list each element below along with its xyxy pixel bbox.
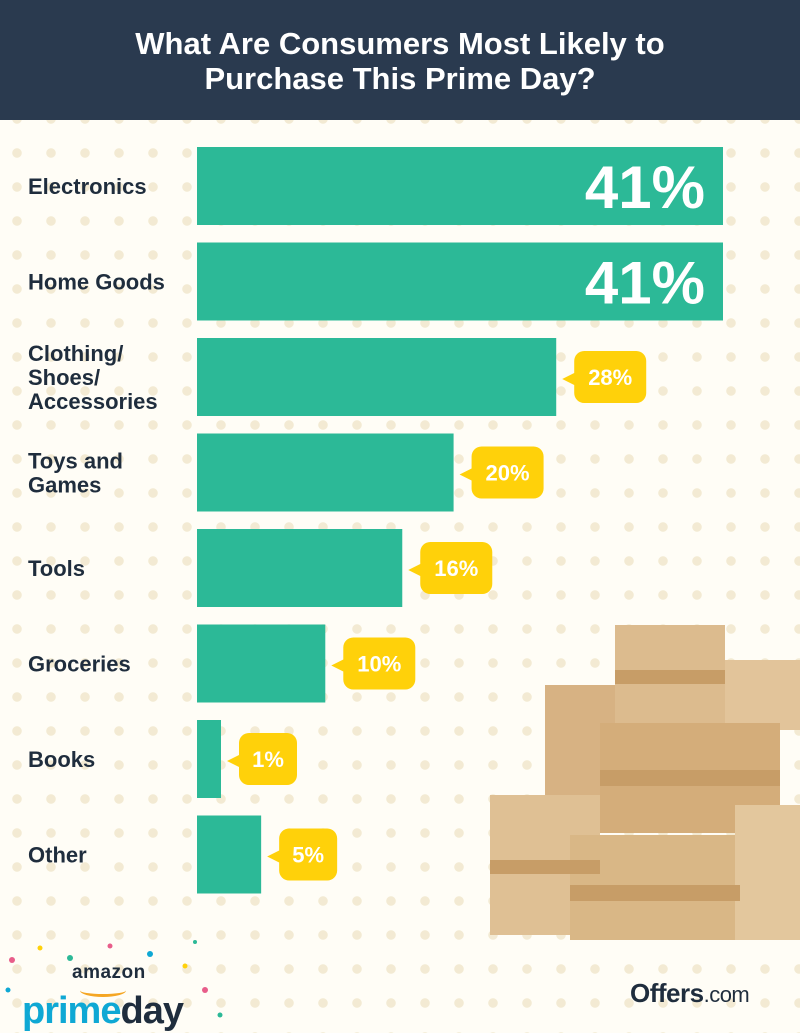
title-banner: What Are Consumers Most Likely to Purcha… [0,0,800,120]
category-label-clothing-shoes-accessories: Clothing/Shoes/Accessories [28,341,158,414]
value-bubble-tools [408,542,493,594]
bar-other [197,815,262,894]
value-label-tools: 16% [434,556,478,581]
day-word: day [120,990,183,1032]
value-label-books: 1% [252,747,284,772]
bar-books [197,720,221,798]
category-label-tools: Tools [28,556,85,581]
bar-toys-and-games [197,433,454,512]
shipping-boxes-illustration [490,625,800,940]
bar-groceries [197,624,326,703]
bar-home-goods [197,242,723,321]
value-bubble-other [267,828,338,881]
offers-com-logo: Offers.com [630,978,750,1009]
chart-title: What Are Consumers Most Likely to Purcha… [0,0,800,96]
category-label-home-goods: Home Goods [28,270,165,295]
category-label-other: Other [28,843,87,868]
value-label-home-goods: 41% [585,250,705,317]
confetti-decoration [5,940,223,1018]
amazon-prime-day-logo: amazon primeday [22,962,212,1032]
prime-day-wordmark: primeday [22,990,184,1033]
category-label-toys-and-games: Toys and Games [28,449,123,498]
category-label-groceries: Groceries [28,652,131,677]
value-bubble-groceries [331,637,416,690]
bar-electronics [197,147,723,225]
amazon-wordmark: amazon [72,962,146,983]
value-label-clothing-shoes-accessories: 28% [588,365,632,390]
value-bubble-books [227,733,297,785]
value-label-electronics: 41% [585,154,705,221]
value-label-toys-and-games: 20% [486,461,530,486]
bar-clothing-shoes-accessories [197,338,557,416]
value-label-groceries: 10% [357,652,401,677]
bar-tools [197,529,403,607]
prime-word: prime [22,990,121,1032]
value-bubble-toys-and-games [459,446,544,499]
chart-title-line-2: Purchase This Prime Day? [204,61,596,96]
category-label-electronics: Electronics [28,174,147,199]
offers-com-suffix: .com [703,982,750,1007]
category-label-books: Books [28,747,95,772]
offers-word: Offers [630,978,704,1008]
value-label-other: 5% [292,843,324,868]
bar-chart: Electronics 41% Home Goods 41% Clothing/Shoe… [28,147,800,940]
chart-title-line-1: What Are Consumers Most Likely to [135,26,665,61]
amazon-smile-icon [80,984,126,997]
value-bubble-clothing-shoes-accessories [562,351,647,403]
